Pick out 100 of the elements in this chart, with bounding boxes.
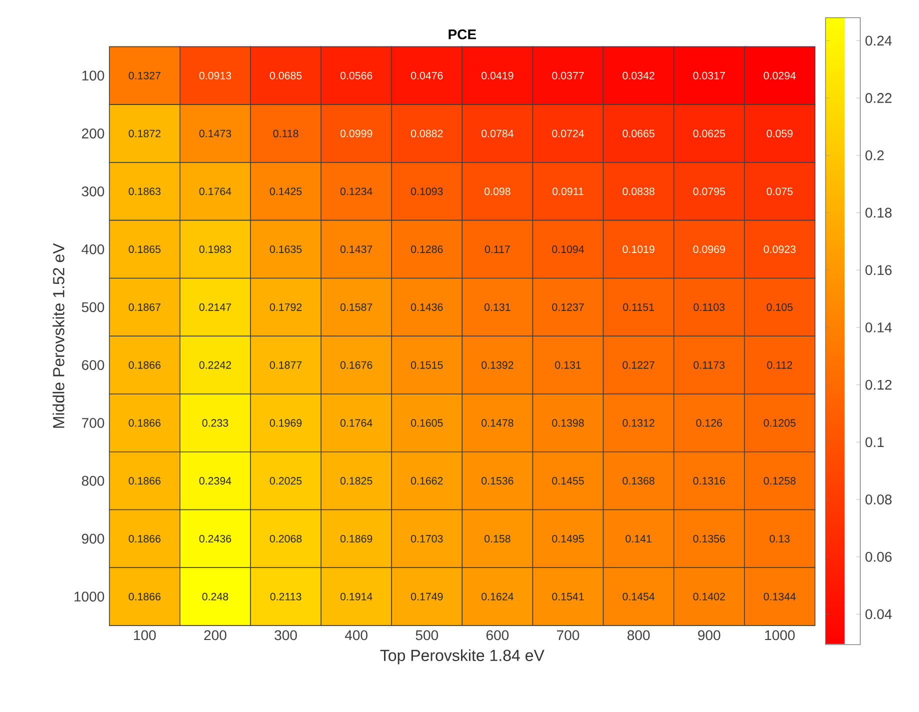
data-label: 0.1866	[128, 361, 160, 369]
x-tick-label: 800	[627, 630, 650, 640]
data-label: 0.1969	[270, 419, 302, 427]
data-label: 0.1635	[270, 245, 302, 253]
y-tick-label: 300	[82, 186, 104, 196]
data-label: 0.1455	[552, 476, 584, 484]
x-tick-label: 1000	[765, 630, 795, 640]
data-label: 0.1865	[128, 245, 161, 253]
data-label: 0.1495	[552, 534, 584, 542]
data-label: 0.1103	[694, 303, 725, 311]
data-label: 0.131	[555, 361, 581, 369]
data-label: 0.2394	[199, 476, 232, 484]
data-label: 0.1869	[340, 534, 372, 542]
color-bar-label: 0.24	[865, 36, 892, 46]
data-label: 0.075	[766, 188, 793, 196]
x-tick-label: 900	[698, 630, 720, 640]
data-label: 0.112	[767, 361, 792, 369]
data-label: 0.1436	[410, 303, 443, 311]
data-label: 0.0784	[482, 130, 514, 138]
data-label: 0.1425	[270, 188, 302, 196]
data-label: 0.0882	[410, 130, 443, 138]
data-label: 0.0969	[693, 245, 725, 253]
y-axis-title: Middle Perovskite 1.52 eV	[52, 243, 64, 428]
data-label: 0.1914	[340, 592, 372, 600]
data-label: 0.1454	[622, 592, 655, 600]
color-bar-label: 0.08	[865, 494, 892, 504]
color-bar-label: 0.18	[865, 208, 892, 218]
data-label: 0.059	[766, 130, 793, 138]
data-label: 0.1867	[128, 303, 160, 311]
data-label: 0.1234	[340, 188, 372, 196]
x-tick-label: 700	[557, 630, 580, 640]
data-label: 0.0999	[340, 130, 372, 138]
data-label: 0.1703	[410, 534, 443, 542]
x-tick-label: 600	[486, 630, 509, 640]
data-label: 0.2025	[270, 476, 302, 484]
data-label: 0.1866	[128, 419, 160, 427]
data-label: 0.1515	[410, 361, 443, 369]
data-label: 0.1624	[482, 592, 514, 600]
data-label: 0.0665	[622, 130, 654, 138]
y-tick-label: 600	[82, 360, 104, 370]
color-bar-label: 0.04	[865, 609, 892, 620]
x-axis-title: Top Perovskite 1.84 eV	[380, 649, 544, 664]
data-label: 0.1368	[622, 476, 654, 484]
data-label: 0.0317	[693, 72, 725, 80]
color-bar-label: 0.22	[865, 92, 892, 103]
data-label: 0.1536	[482, 476, 514, 484]
data-label: 0.117	[484, 245, 510, 253]
data-label: 0.1327	[128, 72, 160, 80]
data-label: 0.1019	[622, 245, 654, 253]
data-label: 0.1151	[623, 303, 654, 311]
data-label: 0.1402	[693, 592, 725, 600]
x-tick-label: 400	[344, 630, 368, 640]
color-bar-label: 0.16	[865, 265, 892, 275]
data-label: 0.1676	[340, 361, 372, 369]
data-label: 0.1312	[622, 419, 654, 427]
data-label: 0.131	[484, 303, 510, 311]
data-label: 0.0476	[410, 72, 443, 80]
data-label: 0.1872	[128, 130, 160, 138]
data-label: 0.2147	[199, 303, 231, 311]
y-tick-label: 500	[82, 302, 104, 312]
data-label: 0.1094	[552, 245, 584, 253]
data-label: 0.1093	[410, 188, 443, 196]
data-label: 0.1764	[340, 419, 372, 427]
chart-title: PCE	[448, 29, 476, 40]
data-label: 0.1541	[552, 592, 584, 600]
data-label: 0.1587	[340, 303, 372, 311]
y-tick-label: 400	[82, 244, 104, 254]
data-label: 0.2242	[199, 361, 231, 369]
data-label: 0.141	[626, 534, 652, 542]
data-label: 0.2436	[199, 534, 232, 542]
data-label: 0.0685	[270, 72, 302, 80]
data-label: 0.0566	[340, 72, 372, 80]
data-label: 0.1662	[410, 476, 443, 484]
color-bar-label: 0.14	[865, 322, 892, 332]
y-tick-label: 200	[82, 128, 104, 138]
data-label: 0.1866	[128, 534, 160, 542]
data-label: 0.1764	[199, 188, 232, 196]
data-label: 0.126	[696, 419, 722, 427]
data-label: 0.1398	[552, 419, 584, 427]
data-label: 0.233	[202, 419, 228, 427]
data-label: 0.1356	[693, 534, 725, 542]
data-label: 0.1605	[410, 419, 443, 427]
data-label: 0.0724	[552, 130, 584, 138]
data-label: 0.098	[484, 188, 510, 196]
data-label: 0.2113	[270, 592, 302, 600]
data-label: 0.105	[766, 303, 793, 311]
data-label: 0.1792	[270, 303, 302, 311]
x-tick-label: 100	[134, 630, 156, 640]
data-label: 0.1749	[410, 592, 443, 600]
data-label: 0.158	[484, 534, 510, 542]
data-label: 0.13	[770, 534, 790, 542]
data-label: 0.0419	[482, 72, 514, 80]
data-label: 0.1392	[482, 361, 514, 369]
x-tick-label: 300	[274, 630, 297, 640]
data-label: 0.1866	[128, 476, 160, 484]
data-label: 0.0913	[199, 72, 232, 80]
data-label: 0.1877	[270, 361, 302, 369]
data-label: 0.1983	[199, 245, 232, 253]
data-label: 0.0294	[764, 72, 796, 80]
data-label: 0.1437	[340, 245, 372, 253]
